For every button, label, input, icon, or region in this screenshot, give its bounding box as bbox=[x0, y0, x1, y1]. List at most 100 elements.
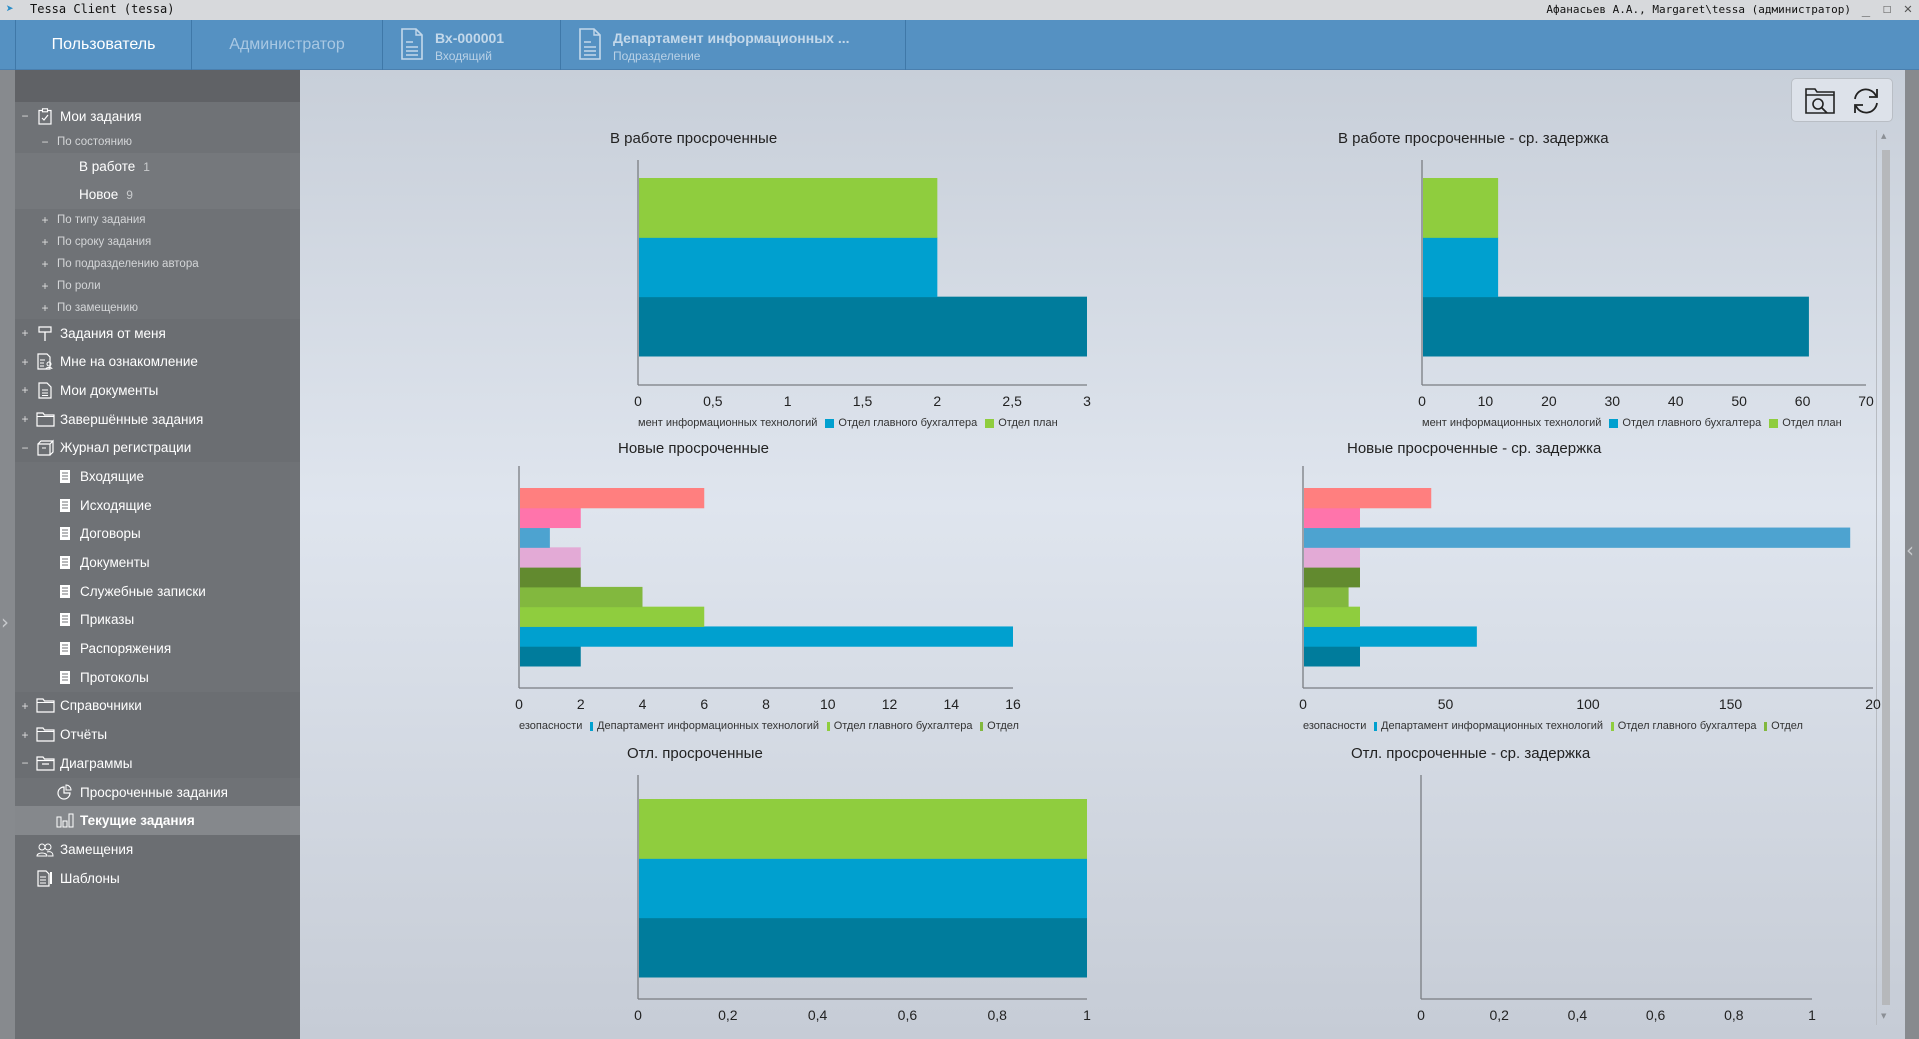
x-tick-label: 0 bbox=[1417, 1007, 1425, 1023]
chart-title: Отл. просроченные bbox=[627, 745, 763, 762]
sidebar-item-contracts[interactable]: Договоры bbox=[15, 520, 300, 549]
sidebar-item-by-type[interactable]: + По типу задания bbox=[15, 208, 300, 231]
sidebar-item-current-tasks[interactable]: Текущие задания bbox=[15, 806, 300, 836]
document-icon bbox=[579, 28, 601, 60]
sidebar-item-label: Текущие задания bbox=[80, 813, 195, 829]
sidebar-item-outgoing[interactable]: Исходящие bbox=[15, 491, 300, 520]
sidebar-item-reports[interactable]: + Отчёты bbox=[15, 720, 300, 749]
tab-department[interactable]: Департамент информационных ... Подраздел… bbox=[561, 20, 906, 70]
x-tick-label: 1 bbox=[1083, 1007, 1091, 1023]
sidebar-item-tasks-from-me[interactable]: + Задания от меня bbox=[15, 319, 300, 348]
document-person-icon bbox=[35, 353, 55, 371]
expand-toggle[interactable]: + bbox=[41, 300, 49, 315]
tab-admin[interactable]: Администратор bbox=[192, 20, 383, 70]
close-button[interactable]: ✕ bbox=[1903, 1, 1913, 17]
sidebar-item-new[interactable]: Новое 9 bbox=[15, 180, 300, 209]
expand-toggle[interactable]: + bbox=[41, 256, 49, 271]
sidebar-item-in-progress[interactable]: В работе 1 bbox=[15, 152, 300, 181]
bar bbox=[1423, 237, 1499, 298]
expand-toggle[interactable]: + bbox=[21, 383, 29, 398]
sidebar-item-label: Мои документы bbox=[60, 382, 159, 398]
expand-toggle[interactable]: + bbox=[21, 412, 29, 427]
x-tick-label: 60 bbox=[1795, 393, 1811, 409]
maximize-button[interactable]: ☐ bbox=[1882, 1, 1892, 17]
x-tick-label: 0,6 bbox=[898, 1007, 918, 1023]
window-title: Tessa Client (tessa) bbox=[30, 2, 175, 16]
expand-toggle[interactable]: + bbox=[41, 278, 49, 293]
expand-toggle[interactable]: + bbox=[21, 354, 29, 369]
sidebar-item-by-author-dept[interactable]: + По подразделению автора bbox=[15, 252, 300, 275]
sidebar-item-label: Протоколы bbox=[80, 669, 149, 685]
sidebar-item-label: Распоряжения bbox=[80, 641, 172, 657]
chart-title: Новые просроченные bbox=[618, 440, 769, 457]
bar bbox=[1304, 646, 1360, 667]
sidebar-item-directives[interactable]: Распоряжения bbox=[15, 634, 300, 663]
collapse-toggle[interactable]: − bbox=[21, 440, 29, 455]
right-panel-toggle[interactable]: ‹ bbox=[1905, 70, 1919, 1039]
sidebar-item-label: По сроку задания bbox=[57, 235, 152, 248]
folder-icon bbox=[35, 726, 55, 744]
left-panel-toggle[interactable]: › bbox=[0, 70, 15, 1039]
sidebar-item-overdue-tasks[interactable]: Просроченные задания bbox=[15, 778, 300, 807]
legend-swatch bbox=[827, 721, 830, 731]
sidebar-item-label: Приказы bbox=[80, 612, 135, 628]
x-tick-label: 100 bbox=[1576, 696, 1600, 712]
scroll-down-icon[interactable]: ▼ bbox=[1881, 1012, 1887, 1020]
x-tick-label: 2,5 bbox=[1002, 393, 1022, 409]
sidebar-item-by-deadline[interactable]: + По сроку задания bbox=[15, 230, 300, 253]
sidebar-item-references[interactable]: + Справочники bbox=[15, 692, 300, 721]
collapse-toggle[interactable]: − bbox=[21, 109, 29, 124]
bar bbox=[520, 507, 581, 529]
chevron-left-icon: ‹ bbox=[1906, 538, 1914, 562]
sidebar-item-documents[interactable]: Документы bbox=[15, 548, 300, 577]
legend-entry: Отдел главного бухгалтера bbox=[833, 720, 973, 732]
sidebar-item-deputies[interactable]: Замещения bbox=[15, 835, 300, 864]
sidebar-item-completed-tasks[interactable]: + Завершённые задания bbox=[15, 405, 300, 434]
diagram-children: Просроченные задания Текущие задания bbox=[15, 777, 300, 836]
sidebar-item-my-tasks[interactable]: − Мои задания bbox=[15, 102, 300, 131]
chart-legend: мент информационных технологий Отдел глав… bbox=[638, 417, 1128, 429]
bar bbox=[1304, 606, 1360, 627]
sidebar-item-templates[interactable]: Шаблоны bbox=[15, 864, 300, 893]
expand-toggle[interactable]: + bbox=[41, 234, 49, 249]
legend-swatch bbox=[1611, 721, 1614, 731]
sidebar-item-by-state[interactable]: − По состоянию bbox=[15, 130, 300, 153]
expand-toggle[interactable]: + bbox=[41, 212, 49, 227]
tab-user[interactable]: Пользователь bbox=[15, 20, 192, 70]
sidebar-item-for-review[interactable]: + Мне на ознакомление bbox=[15, 347, 300, 376]
minimize-button[interactable]: _ bbox=[1861, 1, 1871, 17]
sidebar-item-memos[interactable]: Служебные записки bbox=[15, 577, 300, 606]
register-icon bbox=[55, 525, 75, 543]
expand-toggle[interactable]: + bbox=[21, 698, 29, 713]
expand-toggle[interactable]: + bbox=[21, 727, 29, 742]
sidebar-item-by-deputy[interactable]: + По замещению bbox=[15, 296, 300, 319]
collapse-toggle[interactable]: − bbox=[41, 134, 49, 149]
toolbar bbox=[1791, 78, 1893, 122]
vertical-scrollbar[interactable]: ▲ ▼ bbox=[1876, 130, 1890, 1025]
legend-entry: мент информационных технологий bbox=[638, 417, 818, 429]
expand-toggle[interactable]: + bbox=[21, 326, 29, 341]
x-tick-label: 12 bbox=[882, 696, 898, 712]
sidebar-item-protocols[interactable]: Протоколы bbox=[15, 663, 300, 692]
collapse-toggle[interactable]: − bbox=[21, 756, 29, 771]
sidebar-item-registry[interactable]: − Журнал регистрации bbox=[15, 433, 300, 462]
refresh-icon[interactable] bbox=[1848, 85, 1884, 117]
x-tick-label: 1 bbox=[784, 393, 792, 409]
sidebar-item-my-documents[interactable]: + Мои документы bbox=[15, 376, 300, 405]
sidebar-item-orders[interactable]: Приказы bbox=[15, 606, 300, 635]
x-tick-label: 10 bbox=[820, 696, 836, 712]
folder-search-icon[interactable] bbox=[1802, 85, 1838, 117]
sidebar-item-label: Журнал регистрации bbox=[60, 440, 192, 456]
sidebar-item-diagrams[interactable]: − Диаграммы bbox=[15, 749, 300, 778]
legend-entry: Отдел главного бухгалтера bbox=[1622, 417, 1762, 429]
x-tick-label: 20 bbox=[1865, 696, 1881, 712]
scroll-up-icon[interactable]: ▲ bbox=[1881, 132, 1887, 140]
x-tick-label: 14 bbox=[943, 696, 959, 712]
sidebar-item-by-role[interactable]: + По роли bbox=[15, 274, 300, 297]
legend-swatch bbox=[980, 721, 984, 731]
sidebar-item-incoming[interactable]: Входящие bbox=[15, 462, 300, 491]
sidebar-item-label: Шаблоны bbox=[60, 870, 120, 886]
scrollbar-thumb[interactable] bbox=[1882, 150, 1890, 1005]
chart-title: Новые просроченные - ср. задержка bbox=[1347, 440, 1602, 457]
tab-incoming-doc[interactable]: Вх-000001 Входящий bbox=[383, 20, 561, 70]
